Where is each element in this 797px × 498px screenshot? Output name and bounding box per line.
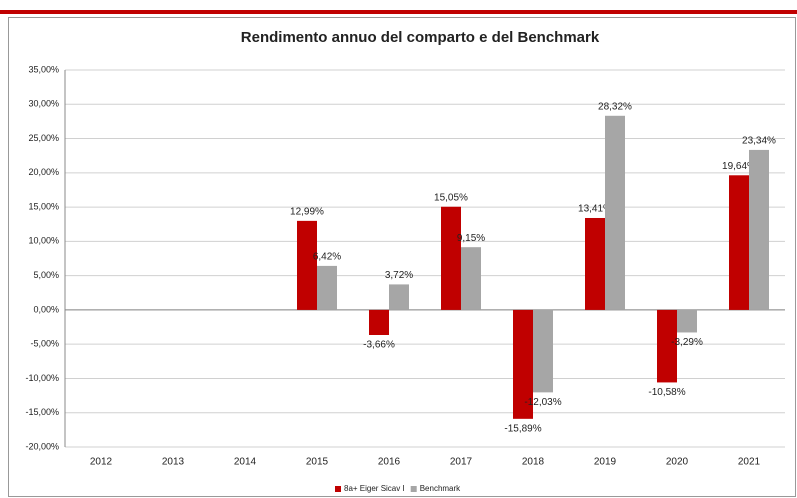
y-tick-label: -20,00% [25,441,59,451]
bar [441,206,461,310]
x-tick-label: 2018 [522,457,545,468]
data-label: 12,99% [290,207,324,218]
bar [729,175,749,310]
data-label: 15,05% [434,192,468,203]
y-tick-label: 0,00% [33,304,59,314]
data-label: 6,42% [313,252,341,263]
x-tick-label: 2020 [666,457,689,468]
data-label: 13,41% [578,204,612,215]
bar [297,220,317,310]
legend-swatch [410,486,417,492]
chart-title: Rendimento annuo del comparto e del Benc… [241,29,600,46]
y-tick-label: 25,00% [28,133,59,143]
x-tick-label: 2019 [594,457,617,468]
y-tick-label: -15,00% [25,407,59,417]
y-tick-label: -10,00% [25,373,59,383]
y-tick-label: 20,00% [28,167,59,177]
data-label: 9,15% [457,233,485,244]
x-tick-label: 2017 [450,457,473,468]
legend-label: 8a+ Eiger Sicav I [344,484,405,493]
data-label: 3,72% [385,270,413,281]
data-label: 23,34% [742,136,776,147]
bar [677,309,697,333]
legend-label: Benchmark [420,484,461,493]
bar [749,149,769,310]
bar [585,217,605,310]
bar [369,309,389,335]
x-tick-label: 2021 [738,457,761,468]
bar [389,284,409,310]
data-label: 19,64% [722,161,756,172]
bar [513,309,533,419]
bar [461,247,481,310]
data-label: -10,58% [648,387,685,398]
y-tick-label: 5,00% [33,270,59,280]
x-tick-label: 2013 [162,457,185,468]
x-tick-label: 2014 [234,457,257,468]
header-rule [0,10,797,14]
y-tick-label: 30,00% [28,99,59,109]
data-label: -15,89% [504,423,541,434]
x-tick-label: 2015 [306,457,329,468]
legend-swatch [335,486,341,492]
data-label: -3,66% [363,340,395,351]
chart-frame [8,17,796,497]
bar [657,309,677,383]
bar [605,115,625,310]
bar [533,309,553,393]
data-label: -12,03% [524,397,561,408]
data-label: -3,29% [671,337,703,348]
data-label: 28,32% [598,101,632,112]
y-tick-label: 10,00% [28,236,59,246]
bar [317,265,337,310]
y-tick-label: 35,00% [28,64,59,74]
x-tick-label: 2016 [378,457,401,468]
x-tick-label: 2012 [90,457,113,468]
y-tick-label: 15,00% [28,201,59,211]
y-tick-label: -5,00% [30,339,59,349]
